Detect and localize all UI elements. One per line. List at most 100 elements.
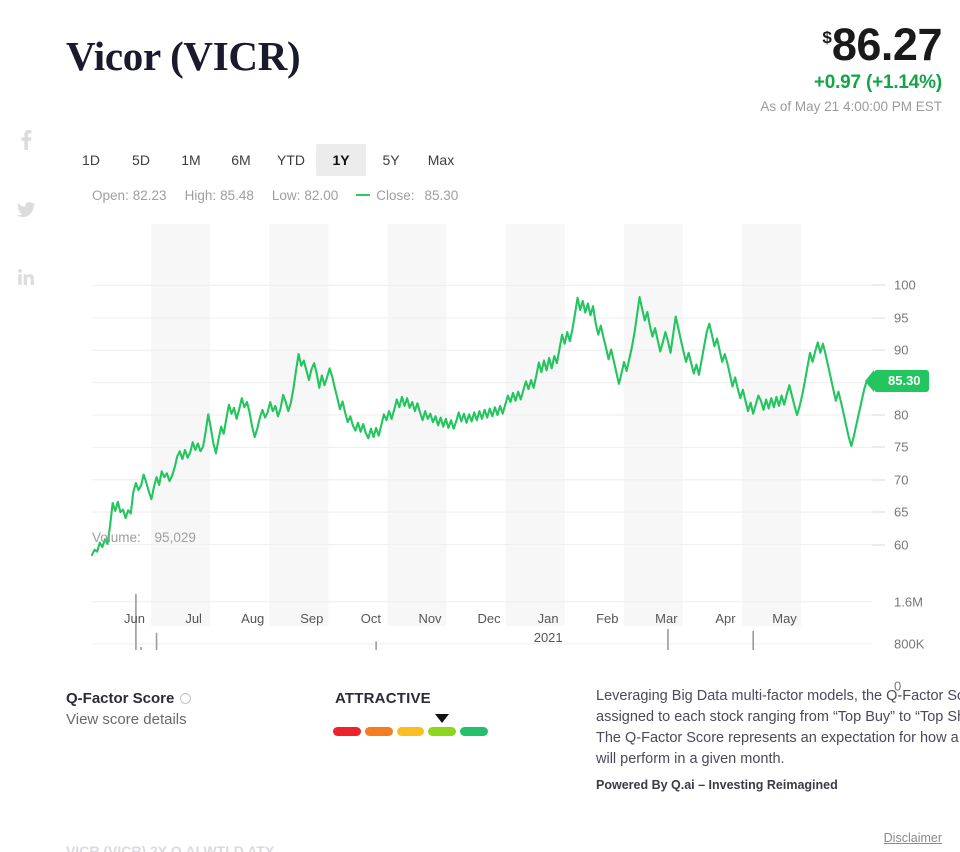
price-chart-card: 1D 5D 1M 6M YTD 1Y 5Y Max Open: 82.23 High: 85.48 L… [66, 138, 942, 694]
chart-month-band [742, 224, 802, 626]
price-axis-tick [872, 414, 885, 416]
ohlc-low: Low: 82.00 [272, 188, 338, 203]
ohlc-label: High: [184, 187, 217, 203]
time-axis-label-jun: Jun [124, 610, 145, 629]
range-tab-ytd[interactable]: YTD [277, 152, 305, 168]
price-line: $ 86.27 [760, 22, 942, 68]
time-axis-label-sep: Sep [300, 610, 323, 629]
disclaimer-link[interactable]: Disclaimer [883, 831, 942, 845]
volume-axis-label: 0 [894, 678, 902, 694]
close-price-badge: 85.30 [865, 369, 929, 392]
range-tab-max[interactable]: Max [427, 152, 455, 168]
q-factor-description-block: Leveraging Big Data multi-factor models,… [596, 686, 960, 792]
q-factor-section: Q-Factor Score View score details ATTRAC… [66, 686, 960, 816]
q-factor-description: Leveraging Big Data multi-factor models,… [596, 688, 960, 768]
volume-bar [135, 593, 137, 650]
price-axis-tick [872, 446, 885, 448]
q-factor-title-row: Q-Factor Score [66, 690, 266, 707]
q-factor-segment-3 [396, 727, 425, 736]
time-axis-label-month: Nov [418, 611, 442, 626]
time-axis-label-apr: Apr [715, 610, 735, 629]
quote-timestamp: As of May 21 4:00:00 PM EST [760, 98, 942, 114]
time-axis-label-jul: Jul [185, 610, 202, 629]
currency-symbol: $ [822, 28, 832, 47]
ohlc-high: High: 85.48 [185, 188, 254, 203]
range-tab-1m[interactable]: 1M [181, 152, 201, 168]
linkedin-icon[interactable] [18, 269, 34, 285]
chart-month-band [151, 224, 211, 626]
facebook-icon[interactable] [20, 130, 33, 150]
close-badge-value: 85.30 [888, 373, 921, 389]
time-axis-label-jan: Jan 2021 [534, 610, 563, 648]
q-factor-scale-wrap [271, 714, 561, 736]
price-line-series [90, 296, 874, 556]
range-tab-5y[interactable]: 5Y [382, 152, 400, 168]
volume-axis-label: 1.6M [894, 594, 923, 610]
price-volume-svg[interactable] [66, 210, 942, 650]
price-axis-label: 100 [894, 277, 916, 293]
price-axis-label: 60 [894, 537, 909, 553]
close-legend-line-icon [356, 194, 371, 196]
time-axis-label-month: Sep [300, 611, 324, 626]
price-axis-tick [872, 349, 885, 351]
volume-bar [155, 632, 158, 650]
time-axis-label-mar: Mar [655, 610, 677, 629]
time-axis-labels: Jun Jul Aug Sep Oct Nov Dec Jan 2021 Feb Mar Apr May [66, 610, 872, 650]
time-axis-label-dec: Dec [478, 610, 501, 629]
page-title: Vicor (VICR) [66, 33, 301, 79]
volume-bar [752, 630, 754, 650]
volume-bar [140, 647, 142, 650]
ohlc-label: Low: [271, 187, 301, 203]
q-factor-rating: ATTRACTIVE [335, 690, 431, 707]
volume-bar [667, 629, 669, 650]
time-axis-label-feb: Feb [596, 610, 618, 629]
range-tab-1d[interactable]: 1D [82, 152, 100, 168]
price-axis-label: 70 [894, 472, 909, 488]
q-factor-segment-4 [428, 727, 457, 736]
range-tab-1y[interactable]: 1Y [316, 144, 366, 176]
q-factor-segment-1 [333, 727, 361, 736]
price-axis-label: 80 [894, 407, 909, 423]
price-axis-tick [872, 284, 885, 286]
info-icon[interactable] [180, 693, 192, 704]
chart-plot-area: 100 95 90 80 75 70 65 60 85.30 Volume: 95,029 1… [66, 210, 942, 694]
chart-month-band [387, 224, 447, 626]
volume-summary-label: Volume: 95,029 [92, 530, 196, 545]
volume-label-value: 95,029 [154, 530, 196, 545]
current-price: 86.27 [831, 19, 943, 70]
ohlc-value: 82.23 [132, 187, 167, 203]
price-axis-label: 65 [894, 504, 909, 520]
time-axis-label-aug: Aug [241, 610, 264, 629]
chart-month-band [269, 224, 329, 626]
twitter-icon[interactable] [17, 202, 35, 217]
time-axis-label-month: Oct [360, 611, 382, 626]
volume-label-text: Volume: [92, 530, 141, 545]
time-axis-label-year: 2021 [533, 629, 563, 645]
ohlc-close: Close: 85.30 [356, 188, 458, 203]
time-axis-label-month: May [772, 611, 797, 626]
price-axis-label: 90 [894, 342, 909, 358]
volume-axis-label: 800K [894, 636, 925, 652]
price-axis-tick [872, 511, 885, 513]
q-factor-left: Q-Factor Score View score details [66, 690, 266, 728]
time-axis-label-month: Dec [477, 611, 501, 626]
price-axis-tick [872, 317, 885, 319]
chart-month-band [623, 224, 683, 626]
volume-bar [375, 641, 377, 650]
social-share-rail [6, 130, 46, 285]
ohlc-summary-row: Open: 82.23 High: 85.48 Low: 82.00 Close: 85.30 [66, 182, 942, 208]
range-tab-6m[interactable]: 6M [231, 152, 251, 168]
view-score-details-link[interactable]: View score details [66, 711, 187, 728]
time-axis-label-oct: Oct [361, 610, 381, 629]
ohlc-value: 85.48 [220, 187, 254, 203]
price-change: +0.97 (+1.14%) [813, 71, 942, 93]
q-factor-segment-2 [364, 727, 393, 736]
chart-month-band [505, 224, 565, 626]
price-axis-tick [872, 479, 885, 481]
q-factor-scale [333, 727, 488, 736]
time-axis-label-nov: Nov [418, 610, 441, 629]
ohlc-value: 85.30 [424, 187, 459, 203]
quote-summary: $ 86.27 +0.97 (+1.14%) As of May 21 4:00… [760, 22, 942, 114]
range-tab-5d[interactable]: 5D [132, 152, 150, 168]
